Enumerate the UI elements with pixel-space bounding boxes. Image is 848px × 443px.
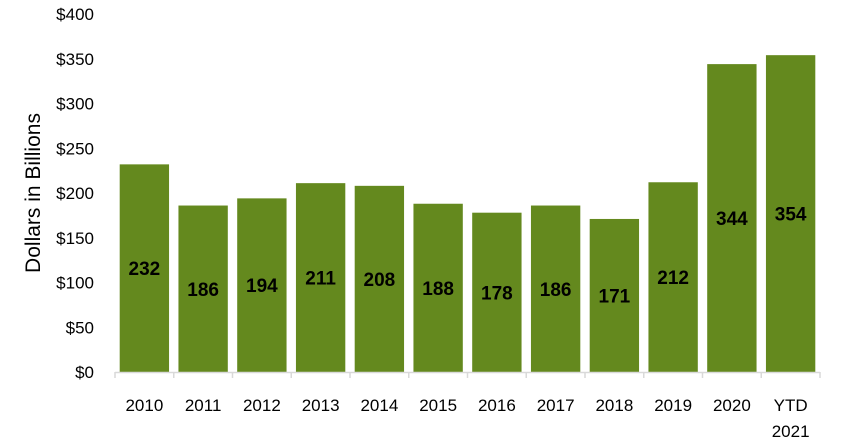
x-tick-label: 2014 <box>360 396 398 415</box>
bar <box>237 198 287 372</box>
data-label: 186 <box>187 280 219 301</box>
data-label: 354 <box>775 205 807 226</box>
y-tick-label: $150 <box>56 229 94 248</box>
y-tick-label: $100 <box>56 274 94 293</box>
bar <box>589 218 640 372</box>
data-label: 188 <box>422 279 454 300</box>
bar <box>648 182 698 372</box>
x-tick-label: 2013 <box>302 396 340 415</box>
bar <box>295 183 346 372</box>
y-tick-label: $250 <box>56 139 94 158</box>
data-label: 211 <box>305 269 336 290</box>
data-label: 186 <box>540 280 572 301</box>
x-tick-label: 2018 <box>595 396 633 415</box>
bar <box>530 205 581 372</box>
data-label: 232 <box>129 259 161 280</box>
y-tick-label: $50 <box>66 318 94 337</box>
bars <box>119 55 816 373</box>
bar <box>707 64 757 373</box>
x-tick-label: 2016 <box>478 396 516 415</box>
bar <box>178 205 228 372</box>
y-axis-ticks: $0 $50 $100 $150 $200 $250 $300 $350 $400 <box>56 5 94 382</box>
data-label: 178 <box>481 283 513 304</box>
data-label: 344 <box>716 209 748 230</box>
data-label: 208 <box>364 270 396 291</box>
x-tick-label: 2015 <box>419 396 457 415</box>
y-tick-label: $300 <box>56 95 94 114</box>
bar <box>354 185 405 372</box>
y-tick-label: $350 <box>56 50 94 69</box>
x-axis-labels: 2010 2011 2012 2013 2014 2015 2016 2017 2018 2019… <box>125 396 809 441</box>
y-axis-title: Dollars in Billions <box>22 113 45 273</box>
y-tick-label: $200 <box>56 184 94 203</box>
x-tick-label: 2010 <box>125 396 163 415</box>
data-label: 171 <box>599 286 631 307</box>
x-tick-label: 2020 <box>713 396 751 415</box>
bar <box>119 164 170 372</box>
x-tick-label: 2019 <box>654 396 692 415</box>
x-tick-label: 2012 <box>243 396 281 415</box>
x-axis-ticks <box>114 372 821 378</box>
data-labels: 232 186 194 211 208 188 178 186 171 212 344 354 <box>129 205 807 308</box>
data-label: 212 <box>657 268 689 289</box>
bar <box>765 55 816 373</box>
x-tick-label: 2021 <box>772 422 810 441</box>
x-tick-label: 2017 <box>537 396 575 415</box>
x-tick-label: 2011 <box>185 396 222 415</box>
y-tick-label: $400 <box>56 5 94 24</box>
bar <box>413 203 463 372</box>
data-label: 194 <box>246 276 278 297</box>
x-tick-label: YTD <box>774 396 808 415</box>
bar <box>472 212 522 372</box>
y-tick-label: $0 <box>75 363 94 382</box>
